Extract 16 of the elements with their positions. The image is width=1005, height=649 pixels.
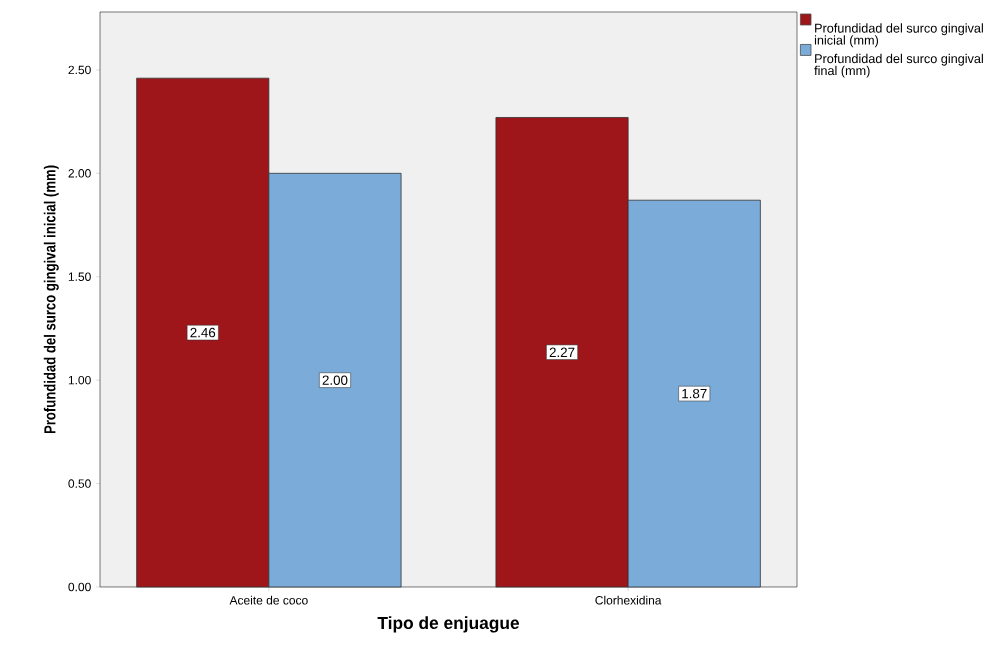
y-tick-label: 1.50 [68, 272, 91, 281]
y-tick-label: 0.50 [68, 479, 91, 488]
y-tick-label: 2.00 [68, 169, 91, 178]
legend-label: Profundidad del surco gingival inicial (mm) [814, 23, 983, 48]
data-label: 2.27 [549, 347, 575, 357]
x-tick-label: Clorhexidina [595, 595, 662, 605]
y-tick-label: 1.00 [68, 375, 91, 385]
y-tick-label: 2.50 [68, 65, 91, 75]
data-label: 2.46 [190, 327, 216, 338]
y-tick-label: 0.00 [68, 582, 91, 592]
x-axis-title: Tipo de enjuague [377, 616, 520, 633]
legend-label: Profundidad del surco gingival final (mm) [814, 53, 983, 78]
y-axis-title: Profundidad del surco gingival inicial (mm) [43, 165, 59, 434]
data-label: 1.87 [682, 388, 707, 399]
x-tick-label: Aceite de coco [229, 595, 308, 605]
data-label: 2.00 [322, 375, 348, 385]
